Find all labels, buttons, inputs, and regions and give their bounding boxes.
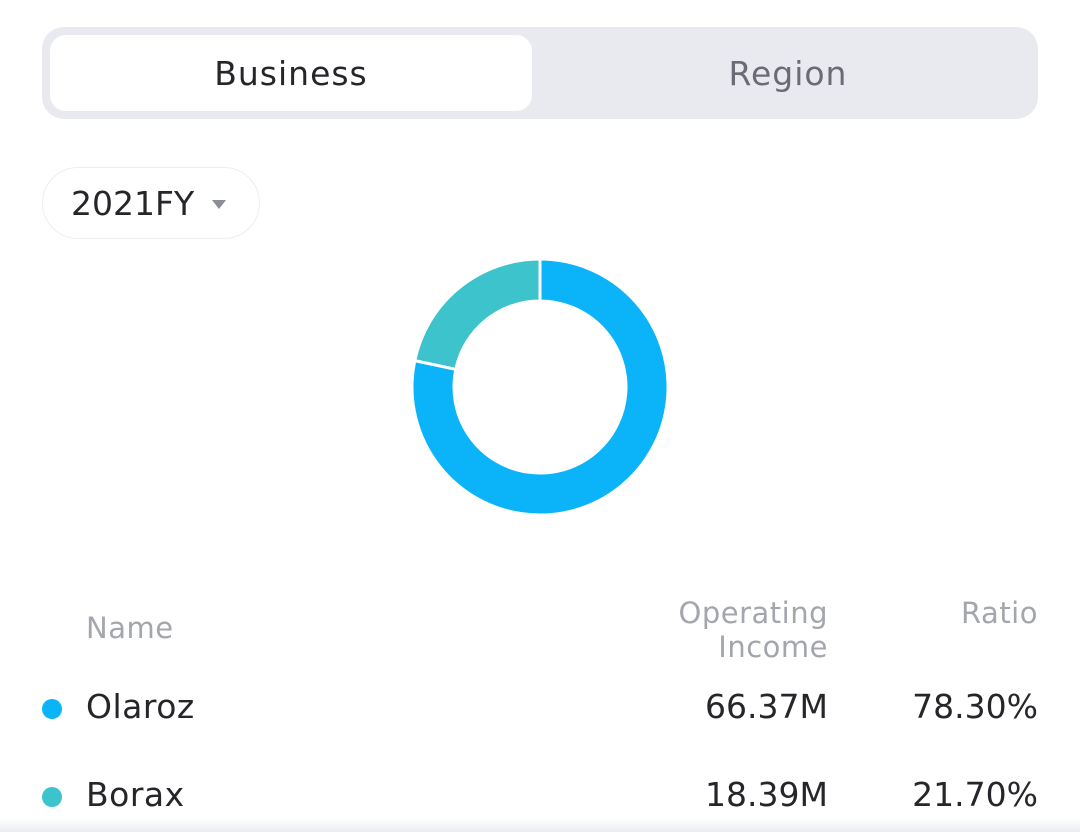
row-income: 18.39M xyxy=(705,775,828,814)
bottom-edge-shadow xyxy=(0,818,1080,832)
column-header-ratio: Ratio xyxy=(961,596,1038,630)
column-header-name: Name xyxy=(86,611,174,645)
donut-chart xyxy=(404,251,676,523)
period-dropdown-value: 2021FY xyxy=(71,183,195,223)
donut-slice-borax[interactable] xyxy=(412,257,542,372)
tab-business[interactable]: Business xyxy=(50,35,532,111)
donut-slice-olaroz[interactable] xyxy=(410,257,670,517)
column-header-operating-income-line1: Operating xyxy=(678,596,828,630)
row-ratio: 78.30% xyxy=(912,687,1038,726)
segment-control: Business Region xyxy=(42,27,1038,119)
table-row[interactable]: Olaroz 66.37M 78.30% xyxy=(0,679,1080,739)
row-name: Olaroz xyxy=(86,687,195,726)
donut-chart-svg xyxy=(410,257,670,517)
column-header-operating-income-line2: Income xyxy=(718,630,828,664)
row-ratio: 21.70% xyxy=(912,775,1038,814)
caret-down-icon xyxy=(212,200,227,209)
tab-region[interactable]: Region xyxy=(728,53,848,93)
row-name: Borax xyxy=(86,775,185,814)
legend-dot xyxy=(42,787,62,807)
table-row[interactable]: Borax 18.39M 21.70% xyxy=(0,767,1080,827)
period-dropdown[interactable]: 2021FY xyxy=(42,167,260,239)
column-header-operating-income: Operating Income xyxy=(628,596,828,664)
legend-dot xyxy=(42,699,62,719)
row-income: 66.37M xyxy=(705,687,828,726)
